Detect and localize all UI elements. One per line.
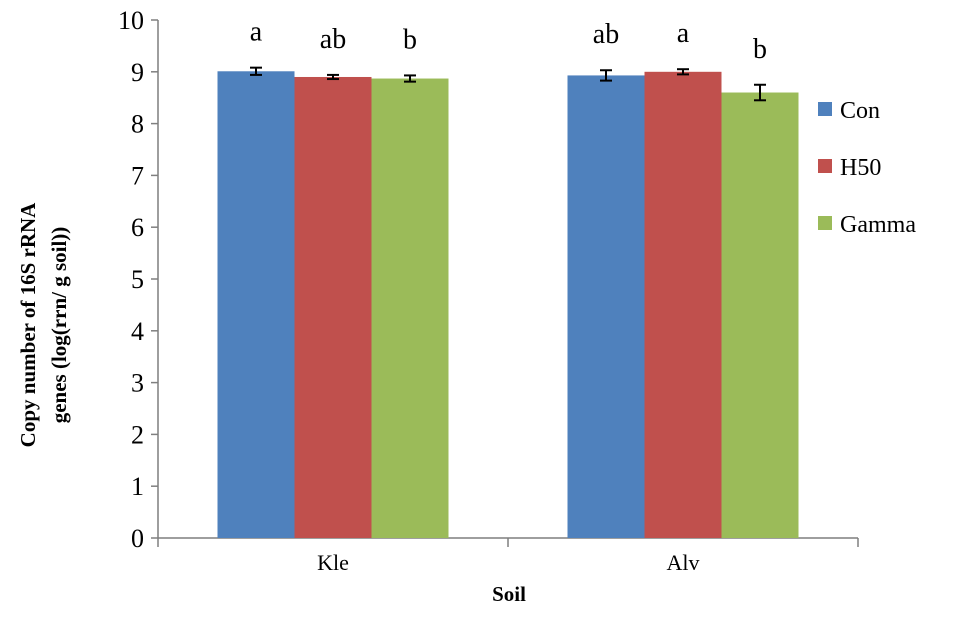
legend-label: H50 [840, 155, 881, 181]
bar [294, 76, 372, 538]
legend-label: Con [840, 98, 880, 124]
legend-swatch [818, 216, 832, 230]
significance-label: b [403, 24, 417, 55]
x-axis-title: Soil [492, 582, 526, 606]
y-tick-label: 1 [131, 472, 144, 501]
y-axis-title-line-1: Copy number of 16S rRNA [16, 202, 40, 447]
significance-label: b [753, 34, 767, 65]
bars: a ab b ab ab [217, 17, 799, 539]
y-tick-label: 6 [131, 213, 144, 242]
y-tick-label: 8 [131, 110, 144, 139]
y-axis-title-line-2: genes (log(rrn/ g soil)) [47, 227, 71, 424]
legend-swatch [818, 102, 832, 116]
bar [567, 75, 645, 539]
x-tick-label: Kle [317, 550, 349, 575]
legend-swatch [818, 159, 832, 173]
y-tick-label: 2 [131, 420, 144, 449]
y-tick-label: 4 [131, 317, 144, 346]
y-tick-label: 7 [131, 161, 144, 190]
x-tick-label: Alv [667, 550, 700, 575]
bar [371, 78, 449, 538]
significance-label: ab [320, 24, 346, 55]
bar [217, 71, 295, 539]
legend-label: Gamma [840, 212, 916, 238]
bar [721, 92, 799, 539]
significance-label: ab [593, 19, 619, 50]
x-axis: Kle Alv [157, 537, 859, 575]
y-tick-label: 5 [131, 265, 144, 294]
significance-label: a [250, 17, 263, 48]
y-tick-label: 3 [131, 369, 144, 398]
y-tick-label: 9 [131, 58, 144, 87]
legend: Con H50 Gamma [818, 98, 916, 238]
bar [644, 71, 722, 539]
y-tick-label: 10 [118, 6, 144, 35]
y-axis: 0 1 2 3 4 5 6 7 8 9 10 [118, 6, 159, 553]
y-tick-label: 0 [131, 524, 144, 553]
significance-label: a [677, 18, 690, 49]
